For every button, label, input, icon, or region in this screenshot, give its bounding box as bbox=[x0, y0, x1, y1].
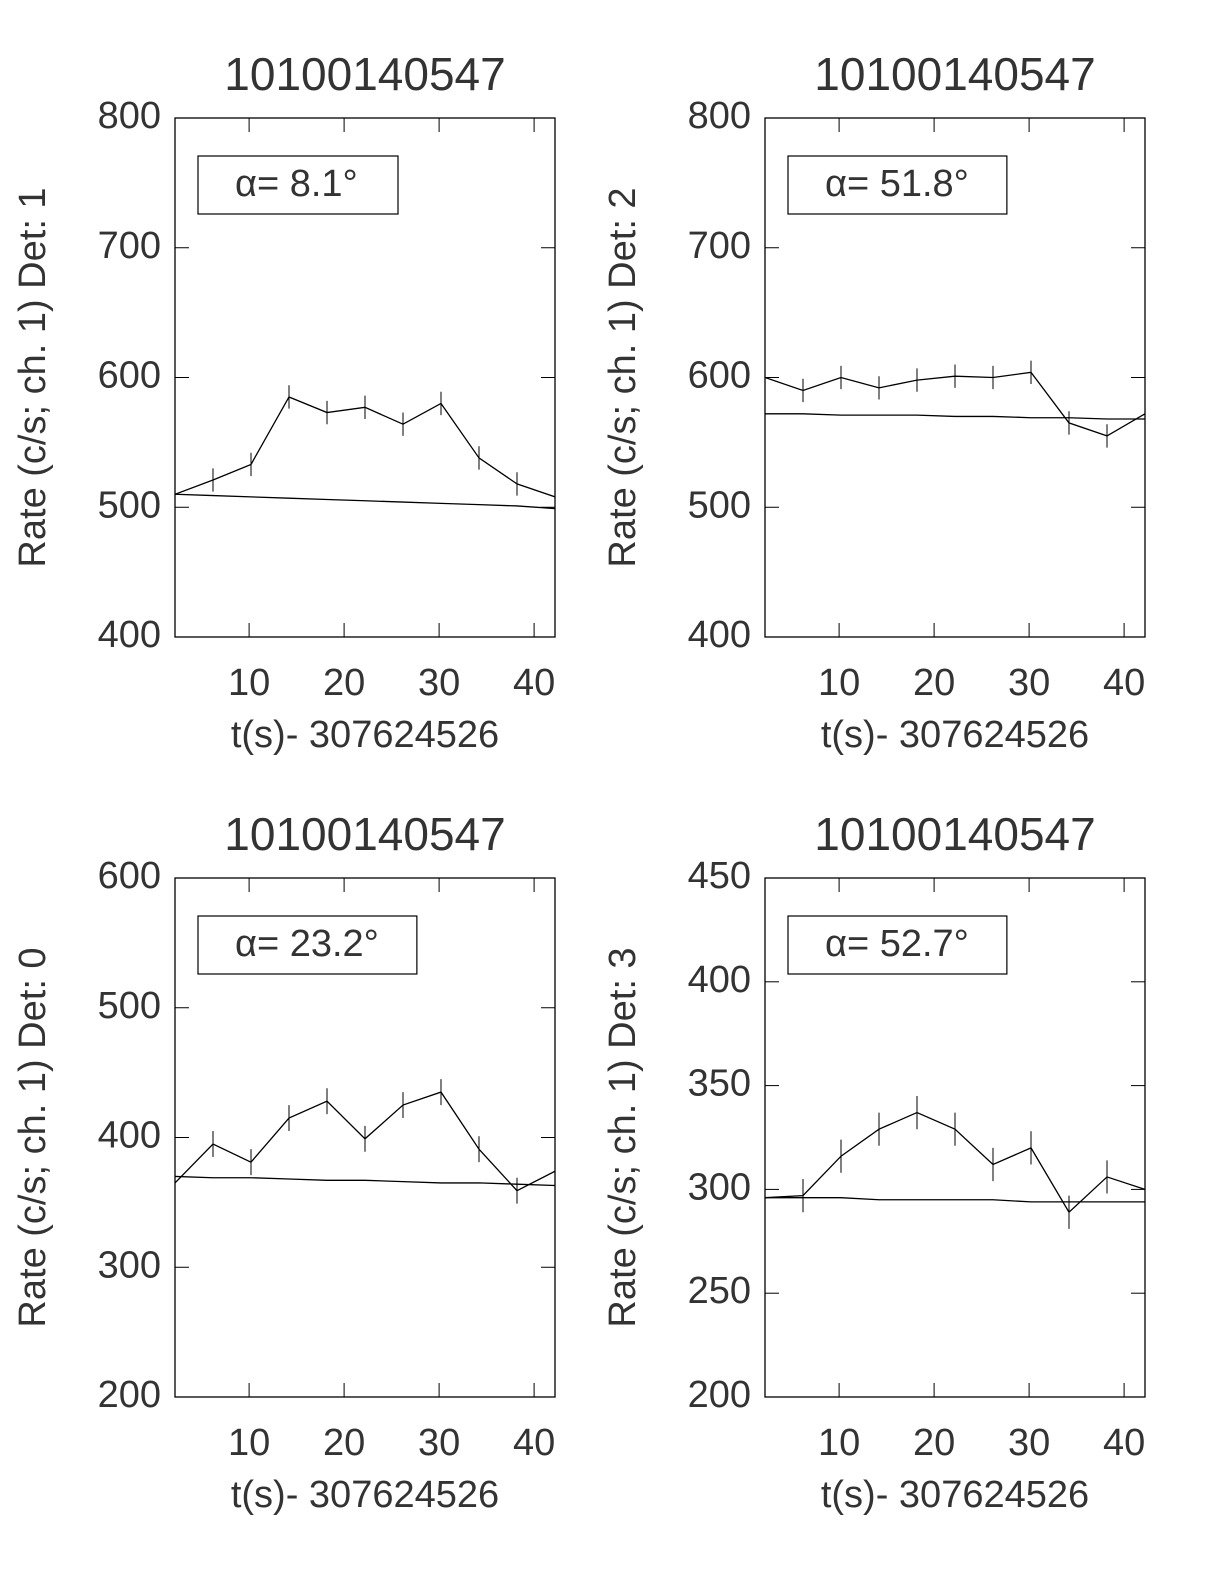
panel: 10100140547 t(s)- 307624526 Rate (c/s; ch.… bbox=[602, 48, 1146, 756]
y-axis-label: Rate (c/s; ch. 1) Det: 3 bbox=[602, 947, 644, 1327]
x-tick-label: 20 bbox=[323, 662, 365, 704]
panel: 10100140547 t(s)- 307624526 Rate (c/s; ch.… bbox=[602, 808, 1146, 1516]
y-tick-label: 700 bbox=[98, 225, 161, 267]
data-line bbox=[765, 413, 1145, 420]
y-tick-label: 600 bbox=[98, 355, 161, 397]
y-tick-label: 500 bbox=[98, 985, 161, 1027]
annotation-box bbox=[787, 915, 1008, 975]
y-tick-label: 300 bbox=[688, 1166, 751, 1208]
annotation: α= 51.8° bbox=[825, 163, 969, 205]
x-tick-label: 30 bbox=[418, 1422, 460, 1464]
chart-title: 10100140547 bbox=[224, 808, 505, 860]
chart-title: 10100140547 bbox=[224, 48, 505, 100]
y-tick-label: 450 bbox=[688, 855, 751, 897]
y-axis-label: Rate (c/s; ch. 1) Det: 1 bbox=[12, 187, 54, 567]
x-tick-label: 40 bbox=[1103, 1422, 1145, 1464]
y-tick-label: 600 bbox=[98, 855, 161, 897]
y-tick-label: 400 bbox=[688, 614, 751, 656]
y-tick-label: 250 bbox=[688, 1270, 751, 1312]
x-tick-label: 10 bbox=[228, 662, 270, 704]
x-tick-label: 40 bbox=[513, 1422, 555, 1464]
x-tick-label: 20 bbox=[323, 1422, 365, 1464]
annotation-box bbox=[197, 155, 399, 215]
x-tick-label: 10 bbox=[818, 662, 860, 704]
x-tick-label: 20 bbox=[913, 662, 955, 704]
y-tick-label: 400 bbox=[98, 1115, 161, 1157]
y-tick-label: 700 bbox=[688, 225, 751, 267]
data-line bbox=[175, 493, 555, 510]
annotation: α= 8.1° bbox=[235, 163, 358, 205]
y-tick-label: 600 bbox=[688, 355, 751, 397]
x-tick-label: 20 bbox=[913, 1422, 955, 1464]
y-tick-label: 400 bbox=[98, 614, 161, 656]
annotation-box bbox=[787, 155, 1008, 215]
x-tick-label: 30 bbox=[418, 662, 460, 704]
panel: 10100140547 t(s)- 307624526 Rate (c/s; ch.… bbox=[12, 808, 556, 1516]
y-axis-label: Rate (c/s; ch. 1) Det: 0 bbox=[12, 947, 54, 1327]
x-tick-label: 40 bbox=[1103, 662, 1145, 704]
x-tick-label: 10 bbox=[228, 1422, 270, 1464]
annotation: α= 52.7° bbox=[825, 923, 969, 965]
y-axis-label: Rate (c/s; ch. 1) Det: 2 bbox=[602, 187, 644, 567]
chart-title: 10100140547 bbox=[814, 808, 1095, 860]
x-tick-label: 10 bbox=[818, 1422, 860, 1464]
x-tick-label: 30 bbox=[1008, 1422, 1050, 1464]
plot-frame bbox=[174, 117, 556, 638]
y-tick-label: 400 bbox=[688, 959, 751, 1001]
y-tick-label: 500 bbox=[688, 484, 751, 526]
y-tick-label: 200 bbox=[98, 1374, 161, 1416]
plot-frame bbox=[764, 877, 1146, 1398]
x-axis-label: t(s)- 307624526 bbox=[231, 714, 499, 756]
y-tick-label: 200 bbox=[688, 1374, 751, 1416]
y-tick-label: 300 bbox=[98, 1244, 161, 1286]
x-tick-label: 40 bbox=[513, 662, 555, 704]
x-axis-label: t(s)- 307624526 bbox=[821, 714, 1089, 756]
data-line bbox=[175, 1175, 555, 1187]
y-tick-label: 800 bbox=[98, 95, 161, 137]
y-tick-label: 500 bbox=[98, 484, 161, 526]
x-axis-label: t(s)- 307624526 bbox=[231, 1474, 499, 1516]
x-tick-label: 30 bbox=[1008, 662, 1050, 704]
annotation-box bbox=[197, 915, 418, 975]
chart-title: 10100140547 bbox=[814, 48, 1095, 100]
data-line bbox=[765, 1197, 1145, 1203]
x-axis-label: t(s)- 307624526 bbox=[821, 1474, 1089, 1516]
y-tick-label: 800 bbox=[688, 95, 751, 137]
y-tick-label: 350 bbox=[688, 1063, 751, 1105]
annotation: α= 23.2° bbox=[235, 923, 379, 965]
panel: 10100140547 t(s)- 307624526 Rate (c/s; ch.… bbox=[12, 48, 556, 756]
